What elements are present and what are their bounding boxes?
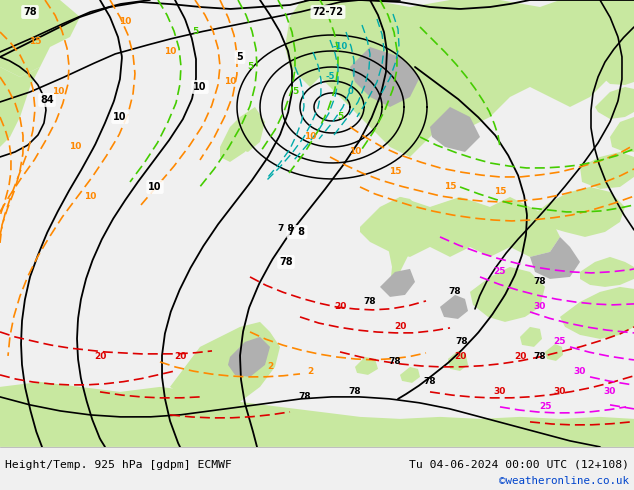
Polygon shape [530, 237, 580, 279]
Text: 30: 30 [554, 388, 566, 396]
Text: 7 8: 7 8 [288, 227, 306, 237]
Polygon shape [360, 197, 560, 257]
Text: 30: 30 [574, 368, 586, 376]
Text: ©weatheronline.co.uk: ©weatheronline.co.uk [499, 476, 629, 486]
Text: 10: 10 [69, 143, 81, 151]
Polygon shape [595, 87, 634, 119]
Polygon shape [350, 47, 420, 107]
Polygon shape [170, 322, 280, 407]
Text: 10: 10 [164, 48, 176, 56]
Polygon shape [0, 0, 80, 77]
Text: 10: 10 [304, 132, 316, 142]
Text: 25: 25 [553, 338, 566, 346]
Polygon shape [610, 117, 634, 152]
Text: 30: 30 [604, 388, 616, 396]
Text: 10: 10 [349, 147, 361, 156]
Text: -10: -10 [332, 43, 347, 51]
Text: 5: 5 [236, 52, 243, 62]
Text: 5: 5 [337, 113, 343, 122]
Text: 10: 10 [119, 18, 131, 26]
Polygon shape [0, 382, 634, 447]
Text: 25: 25 [539, 402, 551, 412]
Text: 15: 15 [389, 168, 401, 176]
Text: 72-72: 72-72 [313, 7, 344, 17]
Polygon shape [520, 327, 542, 347]
Text: 10: 10 [193, 82, 207, 92]
Text: 78: 78 [456, 338, 469, 346]
Text: 20: 20 [94, 352, 106, 362]
Text: 78: 78 [389, 357, 401, 367]
Polygon shape [295, 0, 634, 157]
Text: 78: 78 [534, 277, 547, 287]
Polygon shape [600, 57, 634, 85]
Text: 20: 20 [334, 302, 346, 312]
Polygon shape [560, 287, 634, 339]
Text: 78: 78 [364, 297, 377, 306]
Text: 5: 5 [292, 88, 298, 97]
Polygon shape [235, 107, 265, 152]
Text: -5: -5 [325, 73, 335, 81]
Text: 78: 78 [299, 392, 311, 401]
Text: 2: 2 [307, 368, 313, 376]
Text: 15: 15 [29, 38, 41, 47]
Text: 78: 78 [349, 388, 361, 396]
Text: 20: 20 [454, 352, 466, 362]
Text: 78: 78 [279, 257, 293, 267]
Polygon shape [285, 0, 345, 87]
Polygon shape [545, 344, 563, 361]
Text: 78: 78 [23, 7, 37, 17]
Text: 15: 15 [494, 188, 507, 196]
Text: 30: 30 [494, 388, 506, 396]
Polygon shape [580, 152, 634, 189]
Text: 15: 15 [444, 182, 456, 192]
Text: 20: 20 [174, 352, 186, 362]
Polygon shape [380, 269, 415, 297]
Text: 10: 10 [113, 112, 127, 122]
Polygon shape [355, 357, 378, 375]
Text: 20: 20 [394, 322, 406, 331]
Polygon shape [530, 187, 625, 237]
Polygon shape [580, 257, 634, 287]
Polygon shape [415, 212, 432, 235]
Text: 5: 5 [247, 63, 253, 72]
Text: 20: 20 [514, 352, 526, 362]
Text: 0: 0 [347, 88, 353, 97]
Text: Tu 04-06-2024 00:00 UTC (12+108): Tu 04-06-2024 00:00 UTC (12+108) [409, 460, 629, 470]
Text: 84: 84 [40, 95, 54, 105]
Polygon shape [430, 107, 480, 152]
Polygon shape [0, 47, 50, 147]
Text: 25: 25 [494, 268, 507, 276]
Text: Height/Temp. 925 hPa [gdpm] ECMWF: Height/Temp. 925 hPa [gdpm] ECMWF [5, 460, 232, 470]
Text: 7 8: 7 8 [278, 224, 294, 233]
Polygon shape [220, 117, 250, 162]
Text: 5: 5 [192, 27, 198, 36]
Text: 78: 78 [449, 288, 462, 296]
Polygon shape [440, 295, 468, 319]
Text: 10: 10 [148, 182, 162, 192]
Polygon shape [228, 337, 270, 377]
Text: 10: 10 [84, 193, 96, 201]
Text: 2: 2 [267, 363, 273, 371]
Polygon shape [385, 197, 420, 292]
Polygon shape [470, 267, 545, 322]
Polygon shape [448, 351, 468, 371]
Text: 10: 10 [52, 88, 64, 97]
Text: 10: 10 [224, 77, 236, 86]
Polygon shape [400, 367, 420, 383]
Text: 78: 78 [534, 352, 547, 362]
Text: 78: 78 [424, 377, 436, 387]
Text: 30: 30 [534, 302, 546, 312]
